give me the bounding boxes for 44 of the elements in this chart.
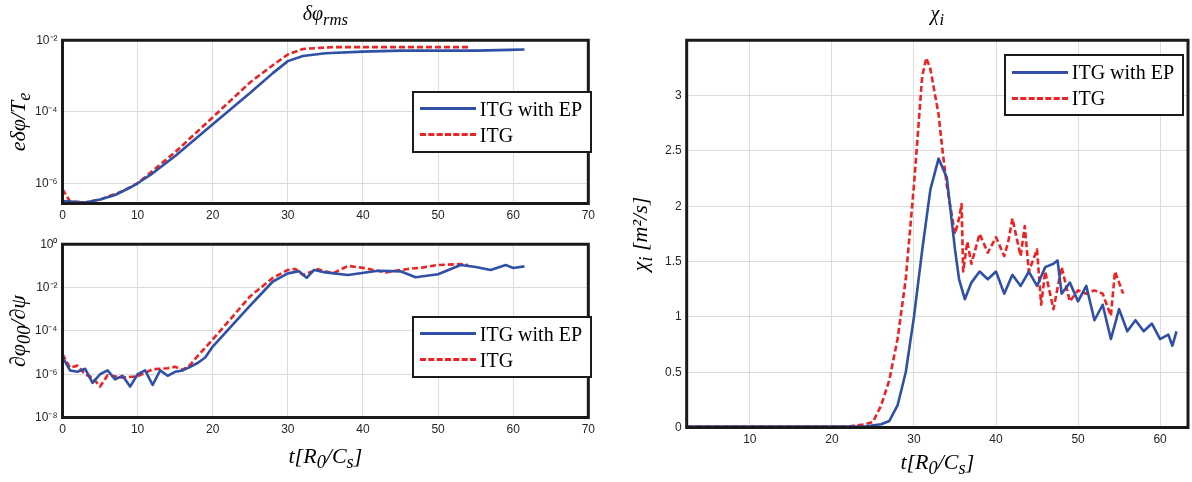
y-tick-label: 2.5 [664,143,682,158]
y-tick-label: 10⁻⁸ [35,409,58,424]
y-tick-label: 10⁻⁶ [35,175,58,190]
x-tick-label: 30 [281,208,295,223]
y-tick-label: 0.5 [664,364,682,379]
x-tick-label: 30 [281,422,295,437]
legend-label: ITG [1071,86,1106,112]
x-tick-label: 50 [1071,432,1086,447]
legend-label: ITG [479,347,514,373]
x-tick-label: 20 [206,208,220,223]
x-tick-label: 20 [206,422,220,437]
y-tick-label: 3 [674,87,682,102]
chart-title: χ$_{i}$ [930,2,945,30]
y-tick-label: 10⁻⁴ [34,323,58,338]
y-tick-label: 2 [674,198,682,213]
x-tick-label: 60 [506,208,521,223]
y-tick-label: 10⁰ [40,236,58,251]
x-axis-title: t[R$_{0}$/C$_{s}$] [288,442,363,474]
x-tick-label: 60 [1153,432,1168,447]
y-tick-label: 10⁻² [36,32,58,47]
x-tick-label: 10 [130,208,145,223]
y-tick-label: 1.5 [664,253,682,268]
x-tick-label: 50 [431,208,446,223]
x-tick-label: 10 [130,422,145,437]
x-tick-label: 40 [356,208,370,223]
x-tick-label: 40 [356,422,370,437]
y-tick-label: 10⁻⁶ [35,366,58,381]
legend-label: ITG with EP [1071,60,1174,86]
legend-label: ITG with EP [479,96,582,122]
y-tick-label: 10⁻² [36,279,58,294]
x-tick-label: 70 [581,422,596,437]
x-tick-label: 40 [989,432,1003,447]
chart-title: δφ$_{rms}$ [302,2,349,30]
x-tick-label: 10 [743,432,757,447]
y-tick-label: 1 [674,309,682,324]
x-tick-label: 50 [431,422,446,437]
y-tick-label: 10⁻⁴ [34,104,58,119]
legend-label: ITG [479,122,514,148]
x-axis-title: t[R$_{0}$/C$_{s}$] [900,448,975,480]
x-tick-label: 20 [825,432,839,447]
x-tick-label: 30 [907,432,921,447]
legend-label: ITG with EP [479,321,582,347]
x-tick-label: 60 [506,422,521,437]
x-tick-label: 70 [581,208,596,223]
